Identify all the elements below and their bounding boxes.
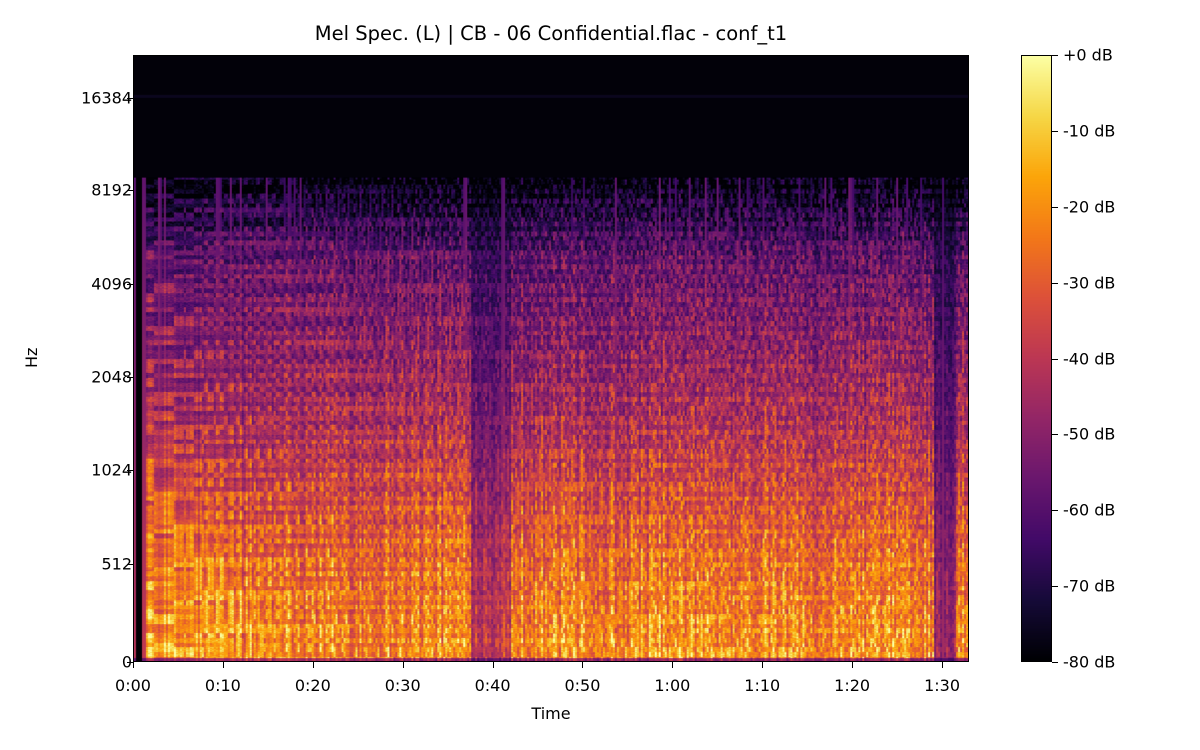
y-tick-label: 512: [101, 554, 132, 574]
y-tick-label: 4096: [91, 274, 132, 294]
colorbar-tick-mark: [1052, 282, 1058, 284]
x-tick-mark: [672, 662, 674, 668]
colorbar-tick-mark: [1052, 586, 1058, 588]
colorbar-tick-label: -50 dB: [1063, 424, 1116, 444]
y-tick-mark: [127, 470, 133, 471]
x-tick-label: 1:30: [924, 676, 960, 695]
x-tick-mark: [942, 662, 944, 668]
x-tick-label: 0:30: [384, 676, 421, 695]
chart-title: Mel Spec. (L) | CB - 06 Confidential.fla…: [314, 22, 788, 45]
y-tick-label: 16384: [81, 88, 132, 108]
x-tick-label: 0:10: [204, 676, 241, 695]
spectrogram-image: [134, 56, 968, 661]
colorbar-tick-label: -20 dB: [1063, 197, 1116, 217]
colorbar-tick-mark: [1052, 358, 1058, 360]
x-tick-mark: [402, 662, 404, 668]
colorbar-tick-mark: [1052, 130, 1058, 132]
y-tick-mark: [127, 564, 133, 565]
colorbar: [1021, 55, 1052, 662]
colorbar-tick-label: -70 dB: [1063, 576, 1116, 596]
x-tick-mark: [582, 662, 584, 668]
x-axis-label: Time: [531, 704, 571, 723]
y-axis-label: Hz: [22, 347, 41, 368]
x-tick-mark: [312, 662, 314, 668]
x-tick-mark: [133, 662, 134, 668]
y-tick-mark: [127, 662, 133, 663]
colorbar-tick-mark: [1052, 434, 1058, 436]
x-tick-label: 0:50: [564, 676, 601, 695]
y-tick-label: 2048: [91, 367, 132, 387]
y-tick-label: 0: [121, 652, 132, 672]
colorbar-tick-label: -60 dB: [1063, 500, 1116, 520]
y-tick-mark: [127, 284, 133, 285]
y-tick-mark: [127, 377, 133, 378]
colorbar-tick-label: -10 dB: [1063, 121, 1116, 141]
x-tick-label: 0:20: [294, 676, 331, 695]
spectrogram-plot-area: [133, 55, 969, 662]
colorbar-tick-label: -40 dB: [1063, 349, 1116, 368]
y-tick-mark: [127, 190, 133, 191]
colorbar-gradient: [1022, 56, 1051, 661]
x-tick-mark: [852, 662, 854, 668]
colorbar-tick-mark: [1052, 510, 1058, 512]
colorbar-tick-mark: [1052, 206, 1058, 208]
colorbar-tick-label: +0 dB: [1063, 45, 1113, 65]
x-tick-label: 0:40: [474, 676, 511, 695]
x-tick-label: 1:10: [744, 676, 781, 695]
colorbar-tick-label: -30 dB: [1063, 273, 1116, 293]
x-tick-mark: [222, 662, 224, 668]
x-tick-mark: [492, 662, 494, 668]
colorbar-tick-label: -80 dB: [1063, 652, 1116, 672]
x-tick-label: 1:20: [834, 676, 871, 695]
colorbar-tick-mark: [1052, 662, 1058, 663]
y-tick-label: 1024: [91, 460, 132, 480]
y-tick-label: 8192: [91, 180, 132, 200]
y-tick-mark: [127, 98, 133, 99]
x-tick-mark: [762, 662, 764, 668]
colorbar-tick-mark: [1052, 55, 1058, 56]
x-tick-label: 1:00: [654, 676, 691, 695]
x-tick-label: 0:00: [115, 676, 151, 695]
